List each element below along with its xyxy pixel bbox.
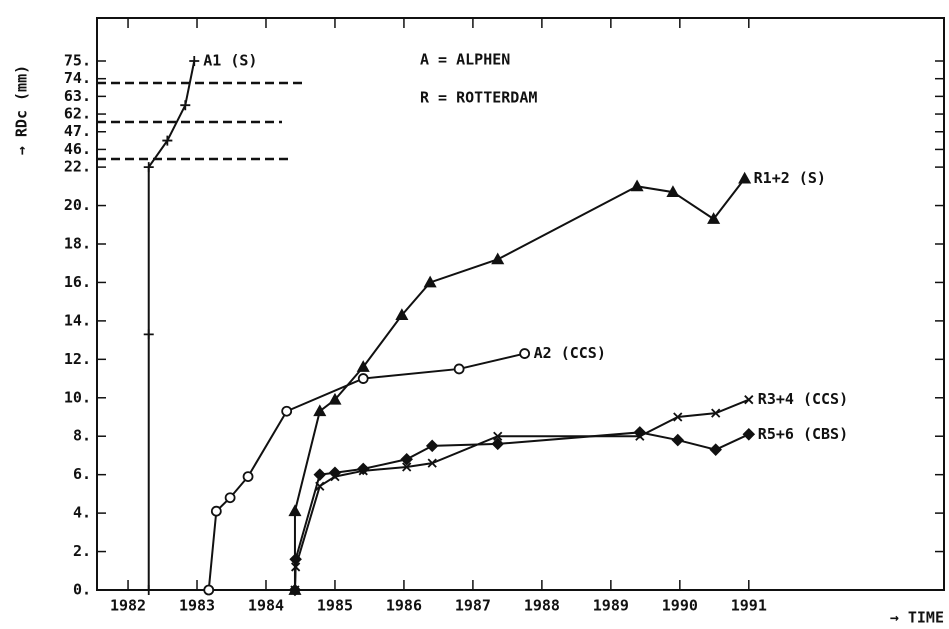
y-tick-label: 47. <box>64 122 91 140</box>
series-label: R3+4 (CCS) <box>758 390 848 408</box>
marker <box>744 395 754 405</box>
marker <box>491 252 505 265</box>
marker <box>671 433 685 447</box>
marker <box>630 179 644 192</box>
series-line <box>147 60 196 590</box>
y-tick-label: 6. <box>73 465 91 483</box>
marker <box>519 348 531 359</box>
x-tick-label: 1988 <box>524 597 560 615</box>
x-tick-label: 1984 <box>248 597 284 615</box>
marker <box>738 171 752 184</box>
marker <box>242 471 254 482</box>
marker <box>356 360 370 372</box>
marker <box>143 329 154 340</box>
y-tick-label: 10. <box>64 388 91 406</box>
marker <box>453 363 465 375</box>
y-tick-label: 0. <box>73 581 91 599</box>
marker <box>633 426 647 439</box>
marker <box>281 405 293 417</box>
y-tick-label: 14. <box>64 311 91 329</box>
x-tick-label: 1985 <box>317 597 353 615</box>
marker <box>425 439 439 453</box>
x-tick-label: 1983 <box>179 597 215 615</box>
x-axis-label: → TIME <box>890 609 944 627</box>
y-tick-label: 22. <box>64 158 91 176</box>
marker <box>402 462 412 472</box>
x-tick-label: 1987 <box>455 597 491 615</box>
marker <box>288 504 302 517</box>
y-tick-label: 18. <box>64 234 91 252</box>
marker <box>328 466 342 480</box>
marker <box>493 431 503 441</box>
x-tick-label: 1990 <box>662 597 698 615</box>
y-tick-label: 8. <box>73 427 91 445</box>
series-line <box>293 431 750 591</box>
y-tick-label: 20. <box>64 196 91 214</box>
series-line <box>293 398 750 591</box>
marker <box>143 162 154 173</box>
marker <box>210 505 222 517</box>
marker <box>400 453 413 466</box>
marker <box>313 404 327 417</box>
series-label: A2 (CCS) <box>534 344 606 362</box>
marker <box>180 100 191 111</box>
plot-frame <box>96 17 945 591</box>
series-line <box>293 178 746 590</box>
y-tick-label: 12. <box>64 350 91 368</box>
y-tick-label: 46. <box>64 140 91 158</box>
x-tick-label: 1982 <box>110 597 146 615</box>
series-label: R1+2 (S) <box>754 169 826 187</box>
marker <box>313 468 327 481</box>
x-tick-label: 1986 <box>386 597 422 615</box>
marker <box>707 212 721 224</box>
marker <box>162 135 173 146</box>
marker <box>427 458 437 468</box>
marker <box>711 408 721 418</box>
annotation: A = ALPHEN <box>420 51 510 69</box>
series-label: A1 (S) <box>203 52 257 70</box>
y-tick-label: 63. <box>64 87 91 105</box>
y-tick-label: 62. <box>64 105 91 123</box>
marker <box>356 462 370 476</box>
marker <box>742 428 756 441</box>
y-axis-label: → RDc (mm) <box>13 65 31 155</box>
series-line <box>207 352 525 591</box>
y-tick-label: 16. <box>64 273 91 291</box>
marker <box>666 185 680 197</box>
marker <box>357 373 369 384</box>
marker <box>203 584 215 596</box>
y-tick-label: 74. <box>64 69 91 87</box>
annotation: R = ROTTERDAM <box>420 89 537 107</box>
marker <box>143 585 154 595</box>
y-tick-label: 2. <box>73 542 91 560</box>
x-tick-label: 1991 <box>731 597 767 615</box>
marker <box>289 552 302 566</box>
marker <box>224 492 236 504</box>
marker <box>423 275 437 288</box>
series-label: R5+6 (CBS) <box>758 425 848 443</box>
marker <box>673 412 683 422</box>
y-tick-label: 4. <box>73 504 91 522</box>
marker <box>395 308 409 321</box>
marker <box>709 443 722 456</box>
y-tick-label: 75. <box>64 52 91 70</box>
marker <box>189 56 200 66</box>
marker <box>491 437 505 451</box>
x-tick-label: 1989 <box>593 597 629 615</box>
marker <box>328 392 342 405</box>
marker <box>288 583 302 597</box>
